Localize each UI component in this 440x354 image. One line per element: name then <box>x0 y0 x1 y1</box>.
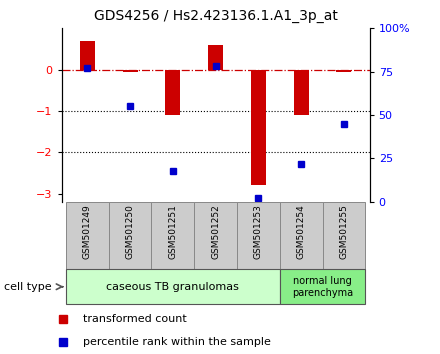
Bar <box>280 269 365 304</box>
Text: GSM501251: GSM501251 <box>169 205 177 259</box>
Text: transformed count: transformed count <box>83 314 187 325</box>
Bar <box>208 45 223 70</box>
Bar <box>66 269 280 304</box>
Text: GSM501252: GSM501252 <box>211 205 220 259</box>
Bar <box>80 41 95 70</box>
Text: GSM501253: GSM501253 <box>254 205 263 259</box>
Bar <box>293 70 308 115</box>
Text: GSM501250: GSM501250 <box>125 205 135 259</box>
Bar <box>165 70 180 115</box>
Bar <box>194 202 237 269</box>
Bar <box>280 202 323 269</box>
Bar <box>251 70 266 185</box>
Bar <box>237 202 280 269</box>
Bar <box>323 202 365 269</box>
Bar <box>337 70 352 72</box>
Text: normal lung
parenchyma: normal lung parenchyma <box>292 276 353 298</box>
Bar <box>66 202 109 269</box>
Text: GDS4256 / Hs2.423136.1.A1_3p_at: GDS4256 / Hs2.423136.1.A1_3p_at <box>94 9 337 23</box>
Text: caseous TB granulomas: caseous TB granulomas <box>106 282 239 292</box>
Bar <box>151 202 194 269</box>
Bar <box>123 70 138 72</box>
Text: GSM501249: GSM501249 <box>83 205 92 259</box>
Text: percentile rank within the sample: percentile rank within the sample <box>83 337 271 348</box>
Text: GSM501255: GSM501255 <box>339 205 348 259</box>
Text: cell type: cell type <box>4 282 52 292</box>
Text: GSM501254: GSM501254 <box>297 205 306 259</box>
Bar <box>109 202 151 269</box>
